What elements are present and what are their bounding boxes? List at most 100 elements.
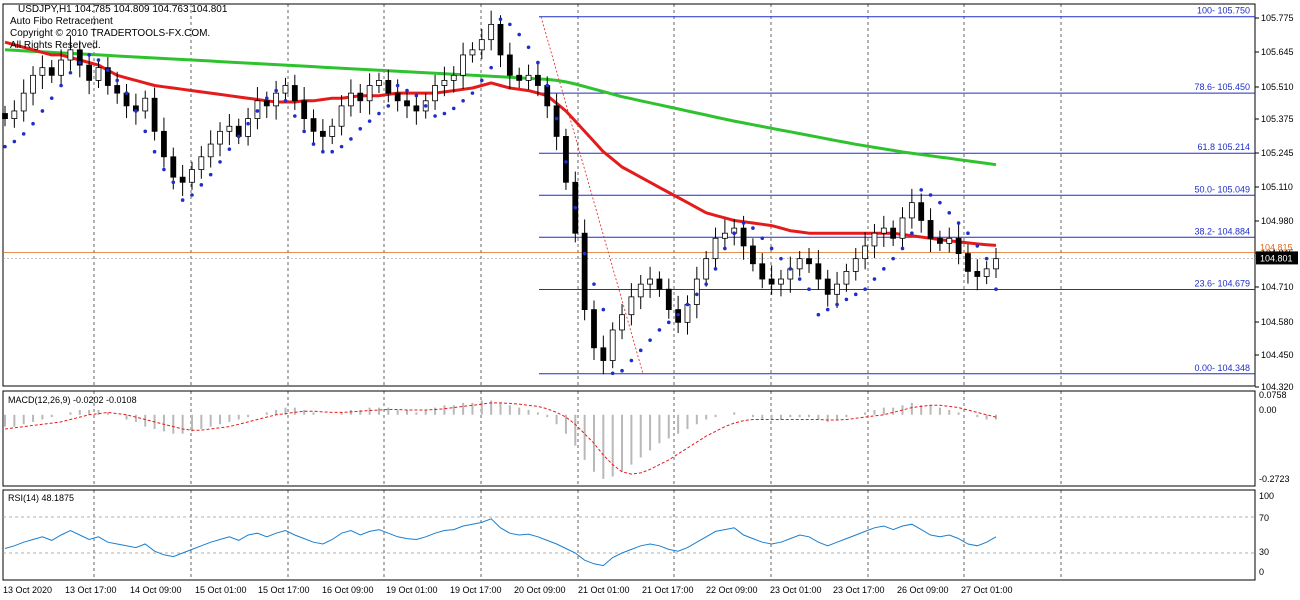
candle-body: [338, 105, 345, 127]
candle-body: [619, 314, 625, 331]
sar-dot: [666, 320, 671, 325]
price-tick-label: 105.775: [1261, 13, 1294, 23]
sar-dot: [143, 129, 148, 134]
time-tick-label: 19 Oct 17:00: [450, 585, 502, 595]
sar-dot: [732, 231, 737, 235]
sar-dot: [610, 371, 615, 376]
sar-dot: [769, 246, 774, 251]
candle-body: [441, 80, 448, 86]
upper-price-label: 104.815: [1260, 242, 1293, 252]
candle-body: [226, 125, 233, 132]
copyright-text: Copyright © 2010 TRADERTOOLS-FX.COM.: [10, 28, 211, 39]
sar-dot: [12, 139, 17, 144]
macd-panel-frame: [2, 390, 1256, 487]
time-tick-label: 14 Oct 09:00: [130, 585, 182, 595]
sar-dot: [395, 83, 400, 88]
candle-body: [114, 85, 121, 94]
sar-dot: [751, 226, 755, 230]
sar-dot: [423, 104, 428, 108]
candle-body: [525, 74, 532, 81]
symbol-info: USDJPY,H1 104.785 104.809 104.763 104.80…: [18, 4, 228, 15]
sar-dot: [208, 172, 213, 177]
price-tick-label: 104.320: [1261, 382, 1294, 392]
sar-dot: [87, 53, 91, 57]
sar-dot: [311, 142, 316, 146]
sar-dot: [274, 88, 278, 93]
candle-body: [291, 85, 298, 102]
sar-dot: [405, 88, 409, 93]
candle-body: [759, 263, 766, 280]
sar-dot: [676, 312, 680, 317]
macd-tick-label: -0.2723: [1259, 474, 1290, 484]
rsi-panel[interactable]: RSI(14) 48.1875: [3, 493, 1255, 567]
sar-dot: [966, 231, 970, 235]
candle-body: [516, 74, 523, 81]
candle-body: [993, 258, 999, 270]
sar-dot: [461, 98, 465, 103]
price-tick-label: 105.375: [1261, 114, 1294, 124]
candle-body: [852, 258, 859, 272]
candle-body: [385, 80, 392, 94]
candle-body: [796, 258, 803, 270]
macd-signal-line: [4, 402, 997, 475]
price-panel[interactable]: [2, 10, 999, 376]
candle-body: [534, 74, 541, 86]
sar-dot: [517, 32, 521, 37]
sar-dot: [21, 132, 26, 136]
time-tick-label: 20 Oct 09:00: [514, 585, 566, 595]
candle-body: [712, 237, 719, 260]
price-tick-label: 105.110: [1261, 182, 1293, 192]
rights-text: All Rights Reserved.: [10, 40, 101, 51]
sar-dot: [386, 104, 391, 108]
sar-dot: [863, 287, 867, 292]
sar-dot: [713, 267, 718, 271]
sar-dot: [807, 287, 811, 292]
candle-body: [432, 85, 438, 102]
sar-dot: [592, 282, 596, 286]
price-tick-label: 104.580: [1261, 317, 1294, 327]
sar-dot: [59, 83, 63, 88]
candle-body: [198, 156, 205, 170]
candle-body: [460, 54, 467, 76]
sar-dot: [152, 149, 157, 154]
candle-body: [161, 130, 167, 158]
macd-panel[interactable]: MACD(12,26,9) -0.0202 -0.0108: [4, 395, 997, 479]
candle-body: [189, 169, 195, 183]
candle-body: [665, 288, 672, 310]
candle-body: [684, 304, 691, 323]
candle-body: [329, 125, 336, 137]
candle-body: [628, 296, 635, 316]
sar-dot: [339, 144, 344, 149]
candle-body: [366, 85, 373, 102]
price-tick-label: 104.710: [1261, 282, 1294, 292]
time-tick-label: 23 Oct 17:00: [833, 585, 885, 595]
candle-body: [123, 92, 130, 107]
candle-body: [862, 245, 869, 260]
candle-body: [563, 136, 569, 183]
sar-dot: [115, 78, 119, 83]
candle-body: [20, 92, 27, 112]
sar-dot: [620, 368, 624, 373]
candle-body: [376, 80, 382, 86]
sar-dot: [601, 307, 606, 312]
sar-dot: [638, 348, 643, 353]
sar-dot: [49, 96, 54, 101]
sar-dot: [377, 111, 381, 116]
time-tick-label: 21 Oct 17:00: [642, 585, 694, 595]
sar-dot: [293, 114, 297, 118]
sar-dot: [171, 180, 176, 185]
candle-body: [67, 49, 74, 61]
sar-dot: [910, 231, 914, 235]
sar-dot: [629, 358, 634, 363]
current-price-label: 104.801: [1260, 253, 1293, 263]
sar-dot: [844, 297, 849, 302]
candle-body: [273, 92, 280, 107]
time-tick-label: 23 Oct 01:00: [770, 585, 822, 595]
sar-dot: [872, 277, 877, 281]
sar-dot: [330, 149, 335, 154]
candle-body: [927, 220, 934, 239]
sar-dot: [975, 244, 980, 248]
fibo-label: 50.0- 105.049: [1194, 184, 1250, 194]
sar-dot: [825, 307, 830, 312]
